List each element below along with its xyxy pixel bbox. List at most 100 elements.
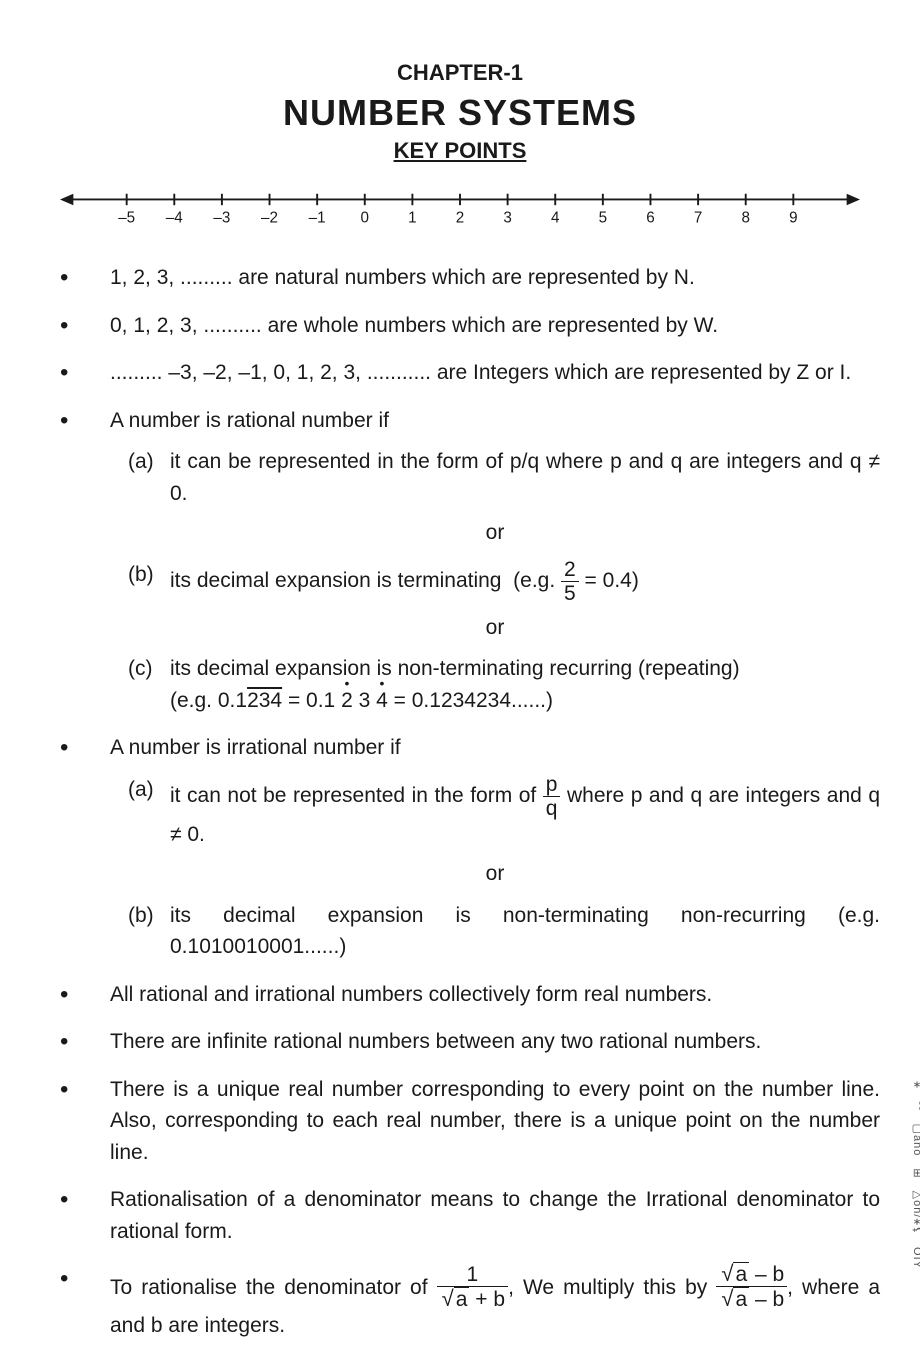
svg-text:2: 2 xyxy=(456,209,464,226)
radicand: a xyxy=(733,1262,749,1286)
bullet-icon: • xyxy=(60,732,110,963)
terminating-text: its decimal expansion is terminating xyxy=(170,569,502,592)
radicand: a xyxy=(454,1287,470,1311)
minus-b: – b xyxy=(749,1263,784,1286)
point-text: 1, 2, 3, ......... are natural numbers w… xyxy=(110,262,880,294)
svg-text:8: 8 xyxy=(741,209,749,226)
point-rational: • A number is rational number if (a) it … xyxy=(60,405,880,717)
chapter-label: CHAPTER-1 xyxy=(40,60,880,86)
svg-text:3: 3 xyxy=(503,209,511,226)
bullet-icon: • xyxy=(60,1026,110,1058)
point-natural-numbers: • 1, 2, 3, ......... are natural numbers… xyxy=(60,262,880,294)
sub-label: (b) xyxy=(128,900,170,963)
fraction-p-q: pq xyxy=(543,774,561,819)
svg-text:0: 0 xyxy=(361,209,369,226)
point-rationalise-denominator: • To rationalise the denominator of 1a +… xyxy=(60,1263,880,1342)
numerator: 2 xyxy=(561,559,579,582)
sub-label: (a) xyxy=(128,446,170,509)
point-text: There are infinite rational numbers betw… xyxy=(110,1026,880,1058)
bullet-icon: • xyxy=(60,1074,110,1169)
recurring-eg-1: (e.g. 0.1 xyxy=(170,689,247,712)
recurring-text: its decimal expansion is non-terminating… xyxy=(170,657,740,680)
eg-close: = 0.4) xyxy=(579,569,639,592)
bullet-icon: • xyxy=(60,979,110,1011)
numerator: p xyxy=(543,774,561,797)
irrational-intro: A number is irrational number if xyxy=(110,736,401,759)
numerator: a – b xyxy=(716,1263,787,1287)
fraction-1-over-sqrt: 1a + b xyxy=(437,1264,508,1310)
point-text: To rationalise the denominator of 1a + b… xyxy=(110,1263,880,1342)
rational-intro: A number is rational number if xyxy=(110,409,389,432)
bullet-icon: • xyxy=(60,405,110,717)
point-infinite-rationals: • There are infinite rational numbers be… xyxy=(60,1026,880,1058)
point-text: Rationalisation of a denominator means t… xyxy=(110,1184,880,1247)
sub-text: it can not be represented in the form of… xyxy=(170,774,880,851)
bullet-icon: • xyxy=(60,262,110,294)
printer-marks: ⚹°°▢ano⊞△on/⚹⚸OIY xyxy=(910,1075,920,1275)
denominator: 5 xyxy=(561,582,579,604)
dot-digit: 4 xyxy=(376,685,388,717)
sub-b: (b) its decimal expansion is non-termina… xyxy=(128,900,880,963)
svg-text:–3: –3 xyxy=(213,209,230,226)
or-separator: or xyxy=(110,858,880,890)
key-points-list: • 1, 2, 3, ......... are natural numbers… xyxy=(40,262,880,1342)
denominator: a – b xyxy=(716,1287,787,1310)
denominator: q xyxy=(543,797,561,819)
svg-text:6: 6 xyxy=(646,209,654,226)
svg-text:1: 1 xyxy=(408,209,416,226)
point-text: All rational and irrational numbers coll… xyxy=(110,979,880,1011)
bullet-icon: • xyxy=(60,310,110,342)
sub-text: it can be represented in the form of p/q… xyxy=(170,446,880,509)
or-separator: or xyxy=(110,517,880,549)
point-real-numbers: • All rational and irrational numbers co… xyxy=(60,979,880,1011)
svg-text:9: 9 xyxy=(789,209,797,226)
denominator: a + b xyxy=(437,1287,508,1310)
svg-text:–1: –1 xyxy=(309,209,326,226)
fraction-conjugate: a – ba – b xyxy=(716,1263,787,1310)
key-points-heading: KEY POINTS xyxy=(40,138,880,164)
point-integers: • ......... –3, –2, –1, 0, 1, 2, 3, ....… xyxy=(60,357,880,389)
sub-b: (b) its decimal expansion is terminating… xyxy=(128,559,880,604)
svg-text:7: 7 xyxy=(694,209,702,226)
point-text: There is a unique real number correspond… xyxy=(110,1074,880,1169)
point-rationalisation: • Rationalisation of a denominator means… xyxy=(60,1184,880,1247)
sub-label: (c) xyxy=(128,653,170,716)
plus-b: + b xyxy=(469,1288,505,1311)
numerator: 1 xyxy=(437,1264,508,1287)
chapter-title: NUMBER SYSTEMS xyxy=(40,92,880,134)
sqrt-a: a xyxy=(719,1263,749,1285)
dot-digit: 2 xyxy=(341,685,353,717)
rat-pre: To rationalise the denominator of xyxy=(110,1276,437,1299)
svg-text:–5: –5 xyxy=(118,209,135,226)
rat-mid: , We multiply this by xyxy=(508,1276,716,1299)
point-body: A number is rational number if (a) it ca… xyxy=(110,405,880,717)
minus-b: – b xyxy=(749,1288,784,1311)
svg-text:–2: –2 xyxy=(261,209,278,226)
bullet-icon: • xyxy=(60,1263,110,1342)
svg-text:–4: –4 xyxy=(166,209,183,226)
sub-text: its decimal expansion is terminating (e.… xyxy=(170,559,880,604)
sqrt-a: a xyxy=(719,1288,749,1310)
point-text: 0, 1, 2, 3, .......... are whole numbers… xyxy=(110,310,880,342)
fraction-2-5: 25 xyxy=(561,559,579,604)
or-separator: or xyxy=(110,612,880,644)
recurring-eg-mid: = 0.1 xyxy=(282,689,341,712)
point-body: A number is irrational number if (a) it … xyxy=(110,732,880,963)
sub-label: (b) xyxy=(128,559,170,604)
svg-text:4: 4 xyxy=(551,209,560,226)
radicand: a xyxy=(733,1287,749,1311)
number-line: –5 –4 –3 –2 –1 0 1 2 3 4 5 6 7 8 9 xyxy=(60,184,860,234)
point-irrational: • A number is irrational number if (a) i… xyxy=(60,732,880,963)
point-whole-numbers: • 0, 1, 2, 3, .......... are whole numbe… xyxy=(60,310,880,342)
eg-open: (e.g. xyxy=(513,569,561,592)
overline-234: 234 xyxy=(247,689,282,712)
sub-a: (a) it can not be represented in the for… xyxy=(128,774,880,851)
sub-label: (a) xyxy=(128,774,170,851)
sub-a: (a) it can be represented in the form of… xyxy=(128,446,880,509)
irr-a-pre: it can not be represented in the form of xyxy=(170,784,543,807)
svg-text:5: 5 xyxy=(599,209,607,226)
recurring-eg-end: = 0.1234234......) xyxy=(388,689,553,712)
digit-3: 3 xyxy=(353,689,376,712)
sub-c: (c) its decimal expansion is non-termina… xyxy=(128,653,880,716)
point-real-line: • There is a unique real number correspo… xyxy=(60,1074,880,1169)
